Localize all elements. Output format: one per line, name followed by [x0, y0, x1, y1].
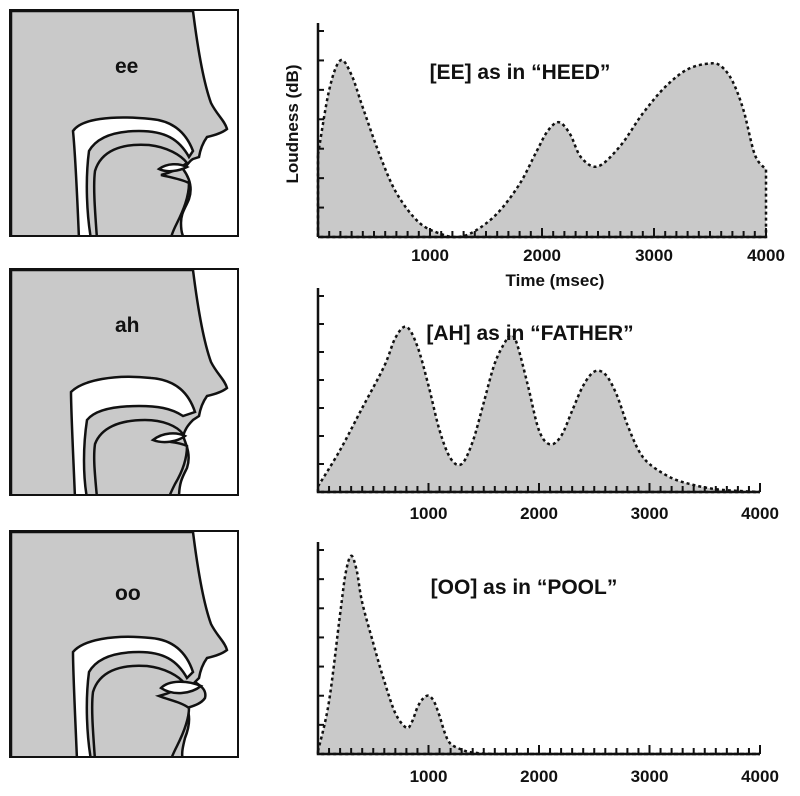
x-tick-label: 4000: [741, 504, 779, 523]
tongue: [90, 664, 191, 756]
vowel-label: oo: [115, 582, 141, 605]
vocal-tract-diagram-oo: oo: [9, 530, 239, 758]
panel-ee: ee 1000 2000 3000 4000 [EE] as in “HEED” Lo…: [0, 9, 800, 290]
spectrum-area: [316, 58, 768, 239]
panel-oo: oo 1000 2000 3000 4000 [OO] as in “POOL”: [0, 530, 800, 786]
y-axis-label: Loudness (dB): [283, 65, 302, 184]
vowel-label: ah: [115, 314, 140, 337]
tongue: [92, 418, 189, 494]
x-tick-label: 2000: [520, 767, 558, 786]
x-tick-label: 4000: [741, 767, 779, 786]
x-tick-label: 2000: [523, 246, 561, 265]
x-tick-label: 1000: [411, 246, 449, 265]
x-axis-label: Time (msec): [506, 271, 605, 290]
lips: [150, 432, 188, 444]
ticks: 1000 2000 3000 4000: [317, 549, 779, 786]
ticks: 1000 2000 3000 4000: [317, 295, 779, 523]
lips: [159, 680, 204, 695]
spectrum-area: [316, 325, 761, 494]
chart-title: [EE] as in “HEED”: [430, 61, 611, 84]
oral-cavity: [71, 635, 195, 756]
x-tick-label: 3000: [635, 246, 673, 265]
vocal-tract-diagram-ee: ee: [9, 9, 239, 237]
chart-oo: 1000 2000 3000 4000 [OO] as in “POOL”: [316, 542, 779, 786]
panel-ah: ah 1000 2000 3000 4000 [AH] as in “FATHER”: [0, 268, 800, 523]
ticks: 1000 2000 3000 4000: [317, 30, 785, 265]
oral-cavity: [69, 375, 197, 494]
lips: [156, 163, 190, 173]
tongue: [92, 143, 191, 235]
x-tick-label: 3000: [631, 504, 669, 523]
vocal-tract-diagram-ah: ah: [9, 268, 239, 496]
chart-ah: 1000 2000 3000 4000 [AH] as in “FATHER”: [316, 288, 779, 523]
chart-title: [AH] as in “FATHER”: [426, 322, 633, 345]
x-tick-label: 1000: [410, 767, 448, 786]
chart-title: [OO] as in “POOL”: [431, 576, 618, 599]
x-tick-label: 1000: [410, 504, 448, 523]
x-tick-label: 2000: [520, 504, 558, 523]
oral-cavity: [71, 116, 195, 235]
chart-ee: 1000 2000 3000 4000 [EE] as in “HEED” Loudn…: [283, 23, 785, 290]
x-tick-label: 3000: [631, 767, 669, 786]
x-tick-label: 4000: [747, 246, 785, 265]
vowel-label: ee: [115, 55, 138, 78]
